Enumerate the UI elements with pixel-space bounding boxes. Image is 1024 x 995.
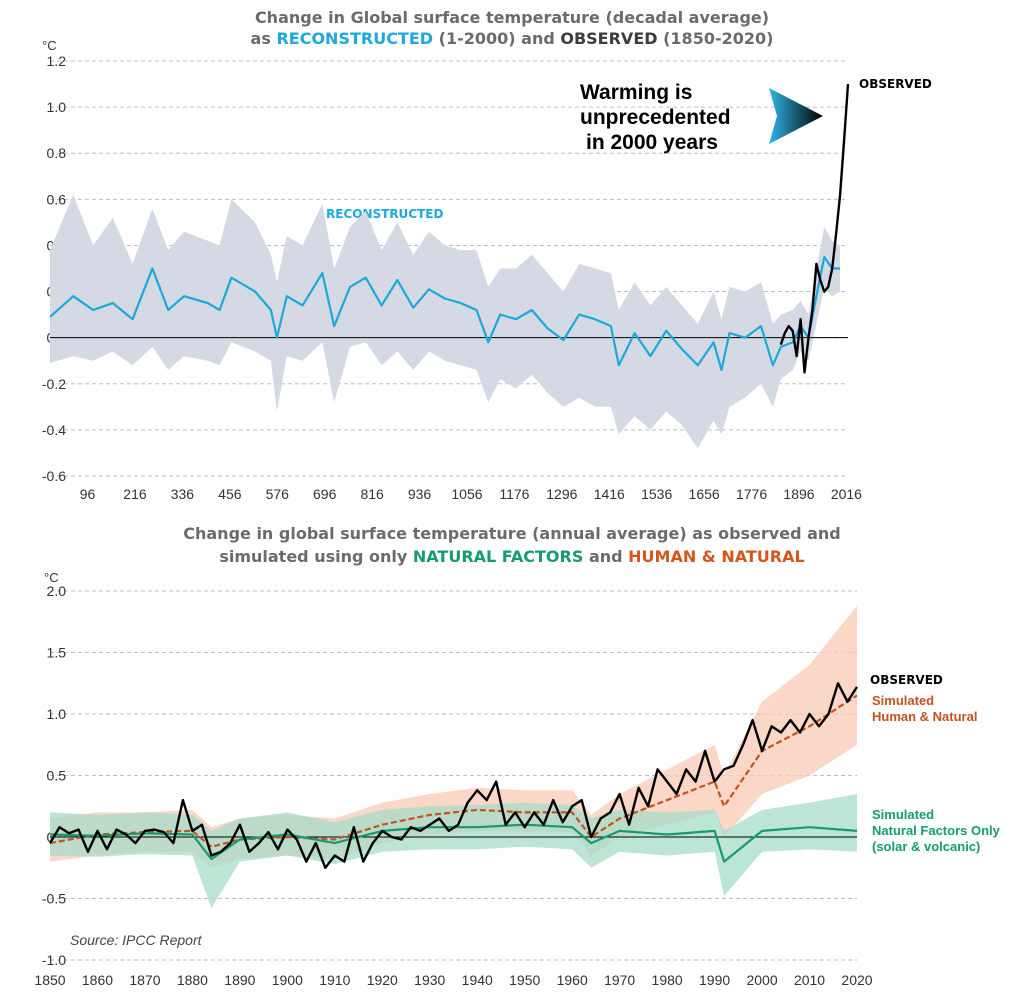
y-tick-label: 0.8 xyxy=(47,145,67,161)
x-tick-label: 1056 xyxy=(451,486,482,502)
x-tick-label: 1896 xyxy=(783,486,814,502)
x-tick-label: 456 xyxy=(218,486,242,502)
bottom-chart: 2.01.51.00.50.0-0.5-1.018501860187018801… xyxy=(34,583,872,988)
natural-factors-label: Simulated Natural Factors Only (solar & … xyxy=(872,807,1000,855)
x-tick-label: 1176 xyxy=(499,486,529,502)
x-tick-label: 1870 xyxy=(129,972,160,988)
y-tick-label: 1.5 xyxy=(47,645,67,661)
title2-human: HUMAN & NATURAL xyxy=(628,547,805,566)
y-tick-label: -0.6 xyxy=(42,468,66,484)
human-natural-label: Simulated Human & Natural xyxy=(872,693,977,725)
x-tick-label: 1536 xyxy=(641,486,672,502)
top-reconstructed-label: RECONSTRUCTED xyxy=(326,207,444,221)
x-tick-label: 1990 xyxy=(699,972,730,988)
bottom-observed-label: OBSERVED xyxy=(870,673,943,687)
x-tick-label: 1940 xyxy=(462,972,493,988)
top-chart: 1.21.00.80.60.40.20.0-0.2-0.4-0.69621633… xyxy=(42,53,862,502)
x-tick-label: 1860 xyxy=(82,972,113,988)
x-tick-label: 1890 xyxy=(224,972,255,988)
series-line-1 xyxy=(779,84,850,374)
x-tick-label: 2020 xyxy=(841,972,872,988)
y-tick-label: -0.2 xyxy=(42,376,66,392)
title-post: (1850-2020) xyxy=(663,29,774,48)
top-observed-label: OBSERVED xyxy=(859,77,932,91)
x-tick-label: 96 xyxy=(80,486,96,502)
series-line-0 xyxy=(48,682,859,869)
top-chart-title-line1: Change in Global surface temperature (de… xyxy=(254,8,770,27)
y-tick-label: 2.0 xyxy=(47,583,67,599)
uncertainty-band-0 xyxy=(50,194,841,449)
uncertainty-band-1 xyxy=(50,605,857,868)
annotation-line3: in 2000 years xyxy=(586,131,718,154)
annotation-line1: Warming is xyxy=(580,81,693,104)
x-tick-label: 1776 xyxy=(736,486,767,502)
x-tick-label: 216 xyxy=(123,486,147,502)
x-tick-label: 336 xyxy=(171,486,195,502)
x-tick-label: 1960 xyxy=(557,972,588,988)
title2-mid: and xyxy=(588,547,623,566)
bottom-chart-title-line1: Change in global surface temperature (an… xyxy=(183,524,841,543)
x-tick-label: 1416 xyxy=(594,486,625,502)
human-label-line1: Simulated xyxy=(872,693,935,708)
x-tick-label: 696 xyxy=(313,486,337,502)
bottom-chart-title-line2: simulated using only NATURAL FACTORS and… xyxy=(0,547,1024,566)
x-tick-label: 2000 xyxy=(746,972,777,988)
x-tick-label: 576 xyxy=(266,486,290,502)
x-tick-label: 1930 xyxy=(414,972,445,988)
y-tick-label: 0.5 xyxy=(47,768,67,784)
title2-pre: simulated using only xyxy=(219,547,408,566)
annotation-line2: unprecedented xyxy=(580,106,731,129)
x-tick-label: 1980 xyxy=(652,972,683,988)
source-note: Source: IPCC Report xyxy=(70,932,202,948)
x-tick-label: 936 xyxy=(408,486,432,502)
title2-natural: NATURAL FACTORS xyxy=(412,547,584,566)
y-tick-label: -1.0 xyxy=(42,952,66,968)
y-tick-label: -0.5 xyxy=(42,891,66,907)
title-observed: OBSERVED xyxy=(560,29,658,48)
x-tick-label: 1880 xyxy=(177,972,208,988)
y-tick-label: 1.0 xyxy=(47,99,67,115)
natural-label-line1: Simulated xyxy=(872,807,935,822)
uncertainty-band-2 xyxy=(50,794,857,909)
x-tick-label: 1950 xyxy=(509,972,540,988)
y-tick-label: -0.4 xyxy=(42,422,66,438)
x-tick-label: 816 xyxy=(360,486,384,502)
x-tick-label: 2016 xyxy=(831,486,862,502)
annotation-arrow-icon xyxy=(769,88,823,144)
x-tick-label: 1850 xyxy=(34,972,65,988)
natural-label-line2: Natural Factors Only xyxy=(872,823,1000,838)
series-line-2 xyxy=(49,823,858,863)
x-tick-label: 1970 xyxy=(604,972,635,988)
y-tick-label: 1.0 xyxy=(47,706,67,722)
x-tick-label: 1910 xyxy=(319,972,350,988)
title-mid: (1-2000) and xyxy=(438,29,555,48)
title-reconstructed: RECONSTRUCTED xyxy=(276,29,434,48)
series-line-0 xyxy=(49,255,841,371)
top-chart-title-line2: as RECONSTRUCTED (1-2000) and OBSERVED (… xyxy=(0,29,1024,48)
warming-annotation: Warming is unprecedented in 2000 years xyxy=(580,80,731,155)
y-tick-label: 1.2 xyxy=(47,53,67,69)
x-tick-label: 1296 xyxy=(546,486,577,502)
title-pre: as xyxy=(250,29,271,48)
x-tick-label: 1900 xyxy=(272,972,303,988)
x-tick-label: 1656 xyxy=(689,486,720,502)
natural-label-line3: (solar & volcanic) xyxy=(872,839,981,854)
y-tick-label: 0.6 xyxy=(47,191,67,207)
top-y-unit: °C xyxy=(42,38,57,53)
bottom-y-unit: °C xyxy=(44,570,59,585)
x-tick-label: 1920 xyxy=(367,972,398,988)
x-tick-label: 2010 xyxy=(794,972,825,988)
human-label-line2: Human & Natural xyxy=(872,709,978,724)
